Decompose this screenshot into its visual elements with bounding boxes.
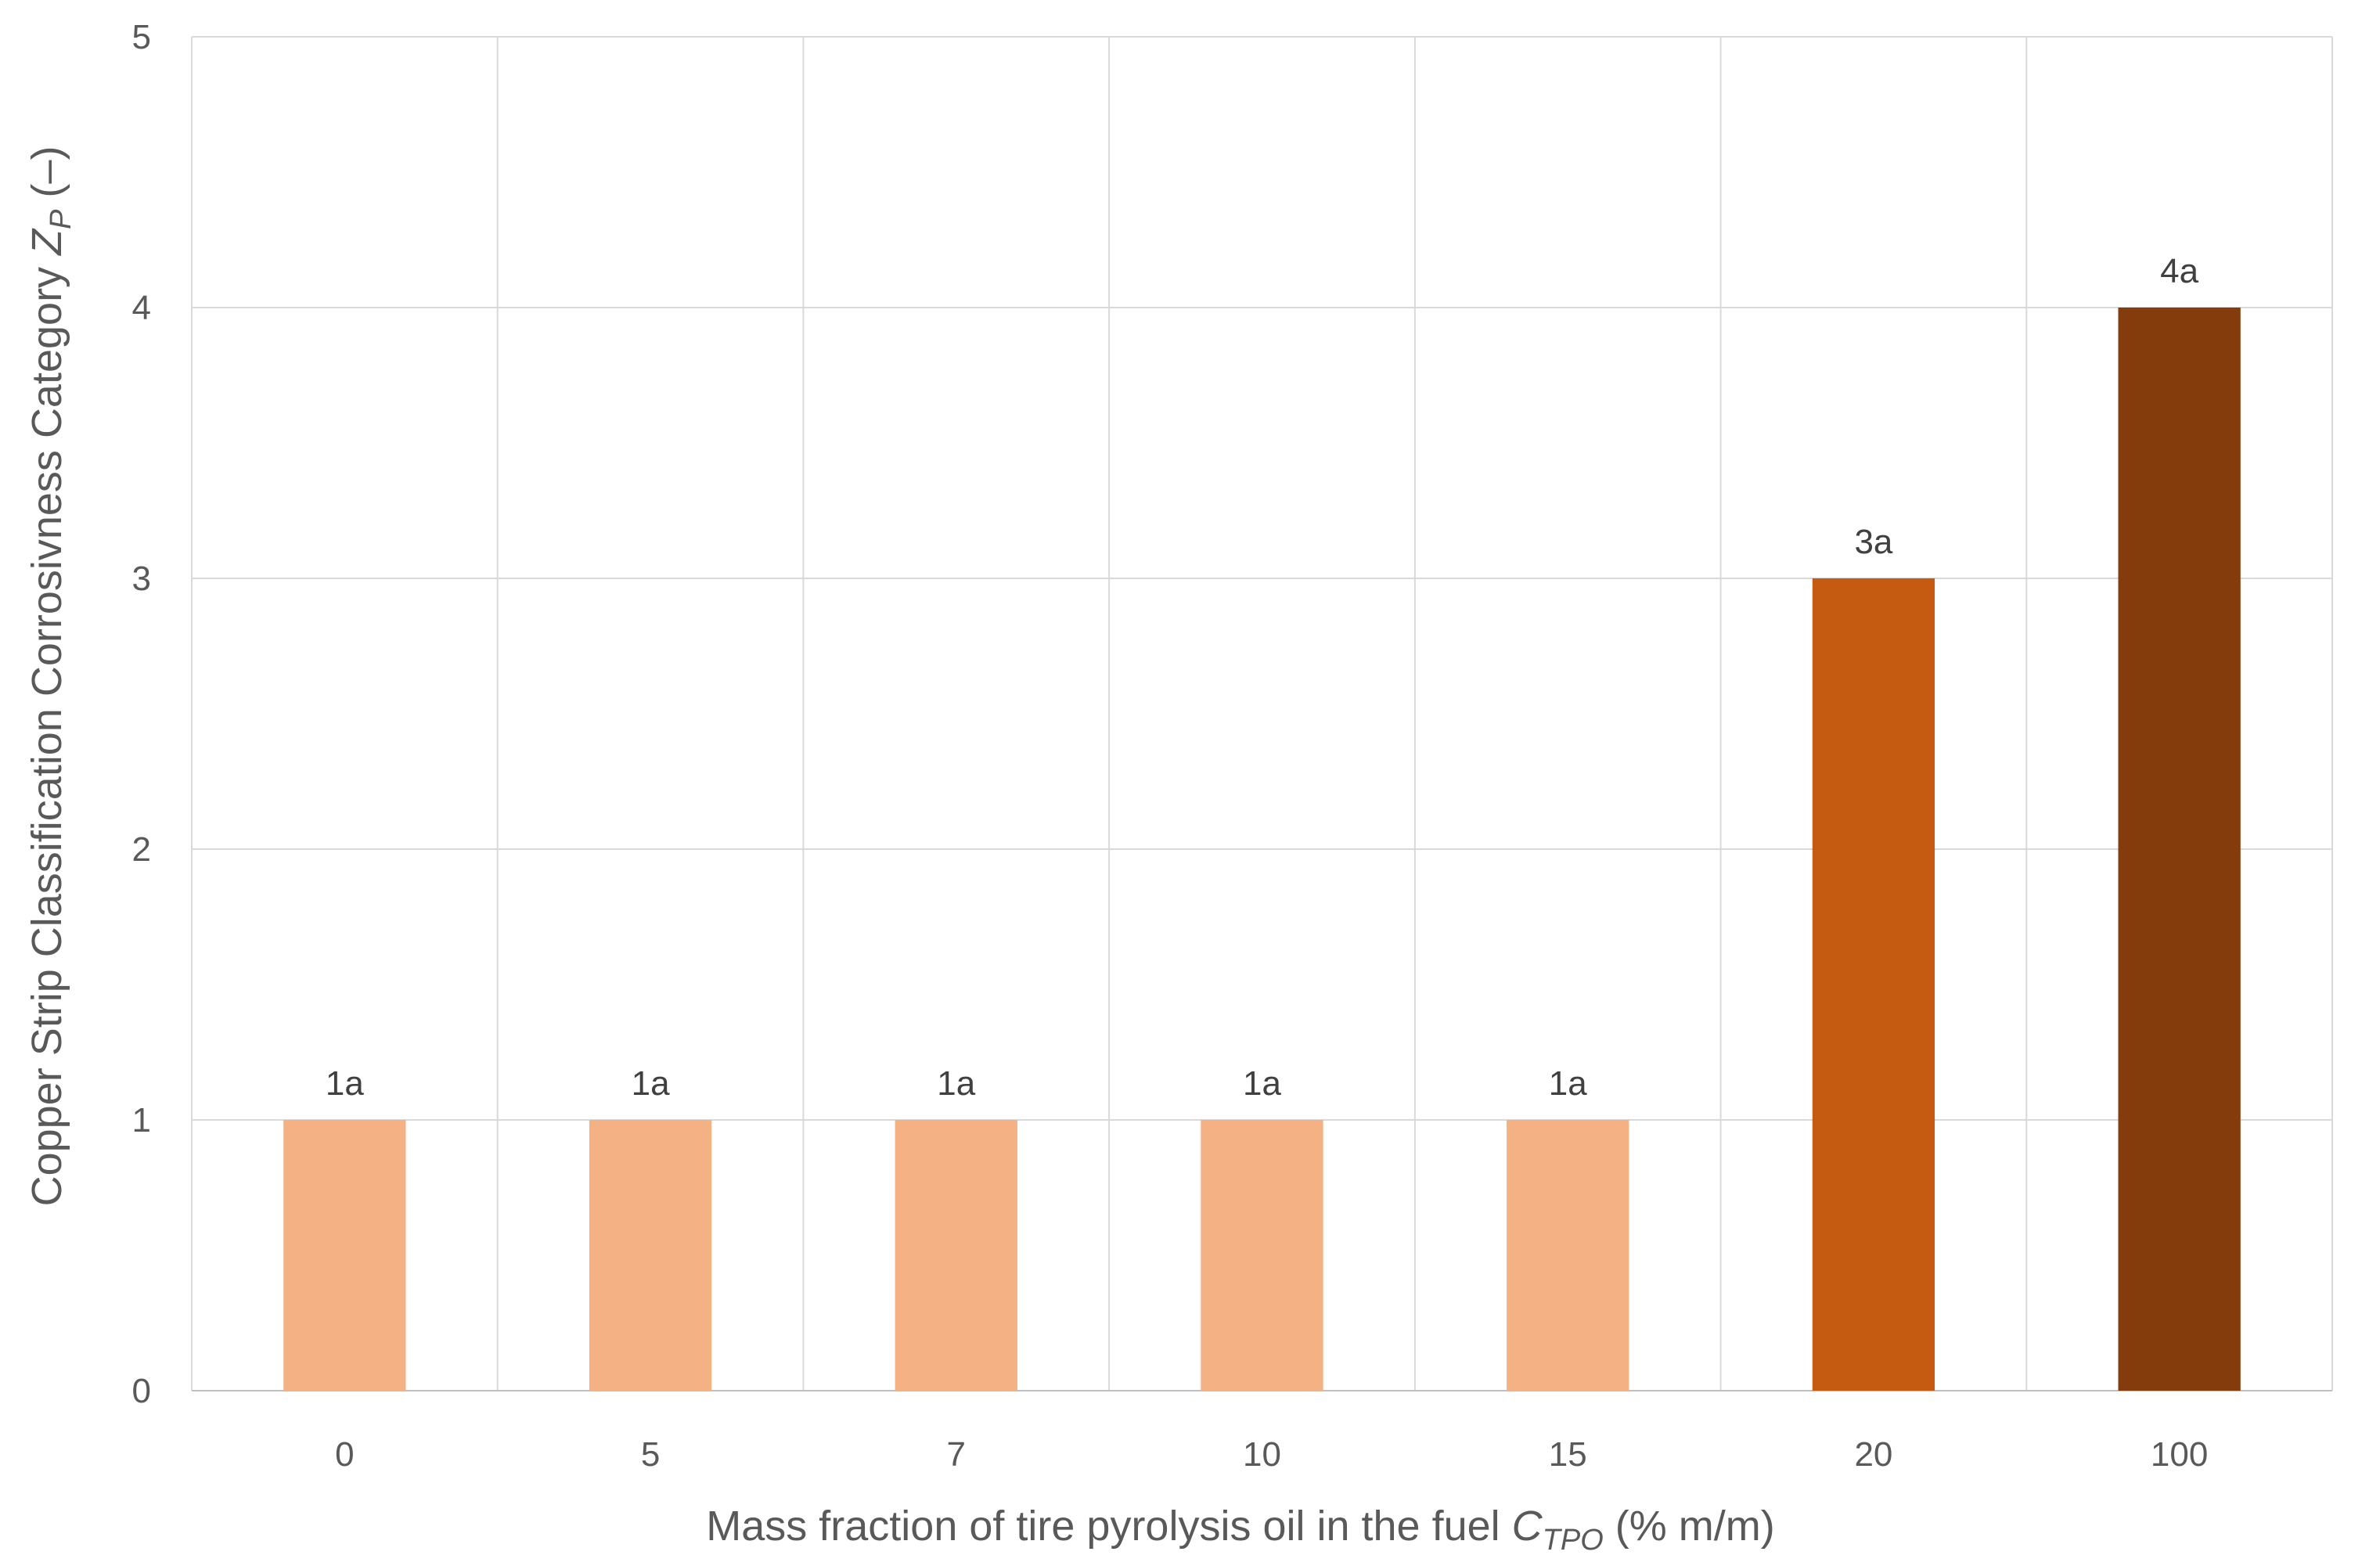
data-label-7: 1a (937, 1064, 975, 1103)
x-tick-label: 0 (335, 1435, 354, 1474)
y-axis-title: Copper Strip Classification Corrosivness… (23, 146, 77, 1207)
y-tick-label: 0 (132, 1372, 151, 1410)
data-label-10: 1a (1243, 1064, 1281, 1103)
x-tick-label: 100 (2151, 1435, 2208, 1474)
x-tick-label: 7 (947, 1435, 966, 1474)
y-tick-label: 1 (132, 1101, 151, 1139)
data-label-100: 4a (2160, 252, 2198, 290)
bar-100 (2118, 308, 2241, 1391)
x-tick-labels: 0 5 7 10 15 20 100 (335, 1435, 2208, 1474)
y-tick-label: 2 (132, 830, 151, 869)
x-tick-label: 10 (1243, 1435, 1281, 1474)
bar-20 (1812, 578, 1935, 1391)
x-tick-label: 20 (1854, 1435, 1892, 1474)
x-tick-label: 15 (1549, 1435, 1587, 1474)
y-tick-label: 4 (132, 289, 151, 327)
bars (283, 308, 2241, 1391)
y-tick-labels: 0 1 2 3 4 5 (132, 18, 151, 1410)
bar-7 (895, 1120, 1017, 1391)
data-label-15: 1a (1549, 1064, 1587, 1103)
bar-15 (1507, 1120, 1629, 1391)
data-label-5: 1a (632, 1064, 670, 1103)
y-tick-label: 3 (132, 560, 151, 598)
x-axis-title: Mass fraction of tire pyrolysis oil in t… (706, 1503, 1774, 1557)
data-label-0: 1a (326, 1064, 364, 1103)
data-label-20: 3a (1854, 523, 1892, 561)
data-labels: 1a 1a 1a 1a 1a 3a 4a (326, 252, 2199, 1103)
bar-10 (1201, 1120, 1323, 1391)
bar-0 (283, 1120, 406, 1391)
bar-5 (589, 1120, 712, 1391)
y-tick-label: 5 (132, 18, 151, 56)
x-tick-label: 5 (641, 1435, 660, 1474)
